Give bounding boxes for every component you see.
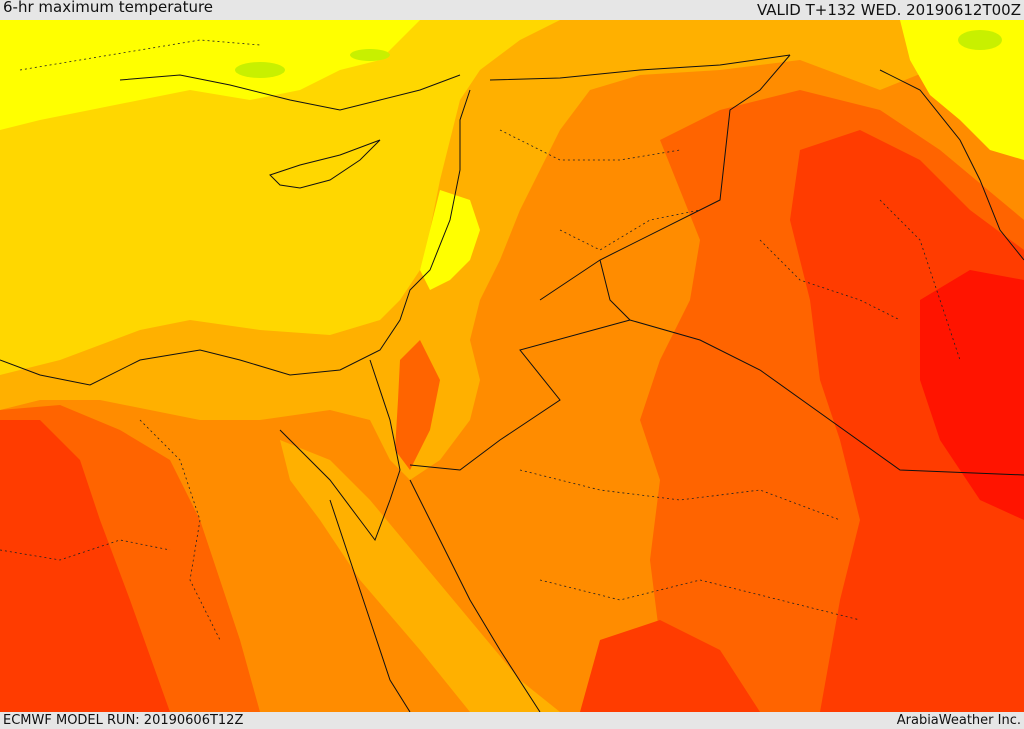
turkey-coastline — [119, 74, 461, 111]
jordan-saudi-border — [409, 319, 631, 471]
yellow-zone-levant — [420, 190, 480, 290]
valid-time-label: VALID T+132 WED. 20190612T00Z — [756, 1, 1021, 19]
red-sea-west-coast — [329, 499, 411, 712]
map-footer: ECMWF MODEL RUN: 20190606T12Z ArabiaWeat… — [0, 712, 1024, 729]
credit-label: ArabiaWeather Inc. — [896, 713, 1021, 728]
map-title: 6-hr maximum temperature — [3, 0, 214, 16]
mediterranean-coastline — [0, 89, 471, 386]
province-line-9 — [879, 199, 961, 361]
model-run-label: ECMWF MODEL RUN: 20190606T12Z — [3, 713, 244, 728]
green-patch-3 — [958, 30, 1002, 50]
province-line-8 — [19, 39, 261, 71]
red-sea-gulf-of-aqaba — [279, 429, 401, 542]
province-boundaries — [0, 39, 961, 641]
province-line-7 — [0, 539, 171, 561]
yellow-zone-north — [0, 20, 420, 130]
iraq-jordan-saudi-border — [599, 259, 1024, 476]
temperature-map[interactable] — [0, 20, 1024, 712]
egypt-israel-border — [369, 359, 401, 471]
temperature-map-canvas — [0, 20, 1024, 712]
syria-turkey-border — [489, 54, 791, 81]
gold-zone-sea — [0, 20, 560, 375]
syria-iraq-border — [539, 54, 791, 301]
dark-orange-zone-sinai-gulf — [395, 340, 440, 470]
red-orange-zone-egypt — [0, 420, 170, 712]
yellow-zone-northeast — [900, 20, 1024, 160]
country-borders — [0, 54, 1024, 712]
red-sea-east-coast — [409, 479, 541, 712]
green-patch-2 — [350, 49, 390, 61]
green-patch-1 — [235, 62, 285, 78]
iran-border — [879, 69, 1024, 261]
red-orange-zone-south — [580, 620, 760, 712]
cyprus-outline — [269, 139, 381, 189]
red-zone-gulf — [920, 270, 1024, 520]
amber-zone-red-sea — [280, 440, 560, 712]
map-header: 6-hr maximum temperature VALID T+132 WED… — [0, 0, 1024, 20]
